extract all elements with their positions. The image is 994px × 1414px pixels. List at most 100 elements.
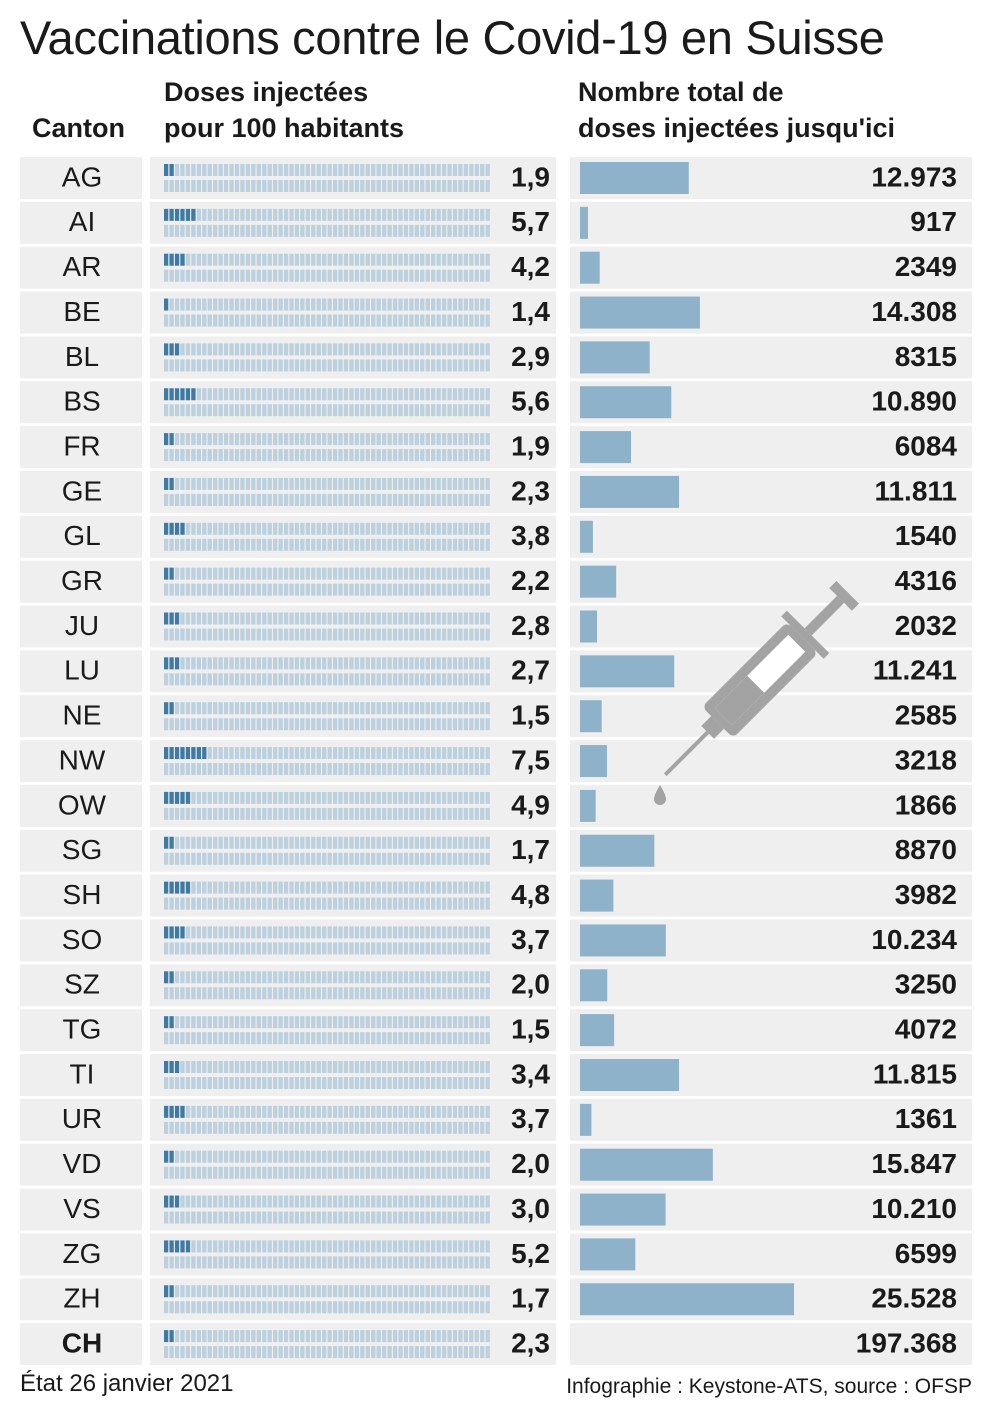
dose-cell-ch-1-38	[371, 1346, 376, 1359]
dose-cell-bl-1-38	[371, 359, 376, 372]
dose-cell-ar-0-1	[169, 253, 174, 266]
dose-cell-ne-1-25	[300, 718, 305, 731]
dose-cell-zg-1-24	[294, 1256, 300, 1269]
dose-cell-nw-0-49	[431, 747, 436, 760]
dose-cell-ur-1-36	[360, 1121, 365, 1134]
row-bg-bs-0	[20, 381, 142, 424]
dose-cell-ur-0-55	[463, 1105, 469, 1118]
dose-cell-ju-1-24	[294, 628, 300, 641]
dose-cell-ar-1-40	[382, 269, 387, 282]
dose-cell-ow-1-46	[414, 807, 419, 820]
dose-cell-ge-0-53	[452, 477, 458, 490]
dose-cell-tg-1-56	[469, 1032, 474, 1045]
dose-cell-vs-1-3	[180, 1211, 185, 1224]
dose-cell-be-1-57	[474, 314, 479, 327]
dose-cell-ti-0-9	[213, 1061, 218, 1073]
dose-cell-lu-0-7	[202, 657, 207, 670]
dose-cell-vd-0-47	[420, 1150, 425, 1163]
dose-cell-ne-1-8	[207, 718, 212, 731]
dose-cell-gr-0-28	[316, 567, 321, 580]
dose-cell-fr-1-22	[283, 449, 289, 462]
dose-cell-ar-0-36	[360, 253, 365, 266]
dose-cell-zh-0-56	[469, 1285, 474, 1298]
dose-cell-ar-1-2	[174, 269, 180, 282]
dose-cell-gr-0-48	[425, 567, 430, 580]
dose-cell-ai-1-23	[289, 224, 294, 237]
dose-cell-vs-1-32	[338, 1211, 343, 1224]
dose-cell-sh-1-50	[436, 897, 441, 910]
dose-cell-vd-0-38	[371, 1150, 376, 1163]
dose-cell-sg-1-53	[452, 852, 458, 865]
dose-cell-fr-0-28	[316, 433, 321, 446]
dose-cell-ow-1-31	[332, 807, 338, 820]
dose-cell-vs-1-51	[441, 1211, 447, 1224]
dose-cell-sh-1-23	[289, 897, 294, 910]
dose-cell-fr-0-3	[180, 433, 185, 446]
dose-cell-ti-1-0	[164, 1077, 169, 1089]
total-bar-ai	[580, 206, 588, 239]
dose-cell-ar-0-14	[240, 253, 245, 266]
dose-cell-bs-1-2	[174, 404, 180, 417]
dose-cell-so-1-35	[354, 942, 360, 955]
dose-cell-lu-0-21	[278, 657, 283, 670]
dose-cell-be-0-2	[174, 298, 180, 311]
dose-cell-ow-1-15	[245, 807, 251, 820]
dose-cell-zh-0-38	[371, 1285, 376, 1298]
dose-cell-bs-0-51	[441, 388, 447, 401]
dose-cell-lu-1-56	[469, 673, 474, 686]
dose-cell-vd-1-15	[245, 1166, 251, 1179]
dose-cell-gr-1-0	[164, 583, 169, 596]
dose-cell-zg-1-40	[382, 1256, 387, 1269]
dose-cell-sz-0-57	[474, 971, 479, 984]
dose-cell-vd-1-0	[164, 1166, 169, 1179]
dose-cell-gr-1-53	[452, 583, 458, 596]
dose-cell-zh-0-6	[196, 1285, 201, 1298]
dose-cell-bl-1-57	[474, 359, 479, 372]
dose-cell-zh-1-24	[294, 1301, 300, 1314]
dose-cell-so-1-4	[185, 942, 191, 955]
dose-cell-ow-1-24	[294, 807, 300, 820]
dose-cell-gr-1-45	[409, 583, 414, 596]
dose-cell-ge-1-32	[338, 493, 343, 506]
dose-cell-vd-0-19	[267, 1150, 272, 1163]
row-bg-ge-0	[20, 470, 142, 513]
dose-cell-vs-1-18	[262, 1211, 267, 1224]
dose-cell-vd-0-7	[202, 1150, 207, 1163]
dose-cell-vs-1-2	[174, 1211, 180, 1224]
dose-cell-lu-1-1	[169, 673, 174, 686]
dose-cell-ow-0-53	[452, 791, 458, 804]
dose-cell-ch-1-27	[311, 1346, 316, 1359]
dose-cell-sz-1-57	[474, 987, 479, 1000]
dose-cell-gr-1-4	[185, 583, 191, 596]
dose-cell-sh-1-40	[382, 897, 387, 910]
dose-cell-zg-0-36	[360, 1240, 365, 1253]
dose-cell-nw-0-15	[245, 747, 251, 760]
dose-cell-gl-0-2	[174, 522, 180, 535]
dose-cell-zh-0-3	[180, 1285, 185, 1298]
dose-cell-ti-0-30	[327, 1061, 332, 1073]
dose-cell-be-0-24	[294, 298, 300, 311]
dose-cell-ar-1-26	[305, 269, 310, 282]
dose-cell-sz-1-41	[387, 987, 392, 1000]
canton-label-ar: AR	[63, 251, 102, 282]
dose-cell-ag-1-28	[316, 180, 321, 192]
dose-cell-ai-0-23	[289, 208, 294, 221]
dose-cell-lu-0-38	[371, 657, 376, 670]
dose-cell-ti-1-58	[480, 1077, 485, 1089]
dose-cell-zh-1-23	[289, 1301, 294, 1314]
dose-cell-lu-1-8	[207, 673, 212, 686]
dose-cell-ch-0-29	[322, 1330, 327, 1343]
dose-cell-ch-0-58	[480, 1330, 485, 1343]
dose-cell-sh-1-33	[343, 897, 349, 910]
dose-cell-ti-0-28	[316, 1061, 321, 1073]
dose-cell-ur-1-49	[431, 1121, 436, 1134]
dose-cell-bl-1-34	[349, 359, 354, 372]
dose-cell-sh-1-57	[474, 897, 479, 910]
dose-cell-ar-0-39	[376, 253, 381, 266]
dose-cell-bs-1-57	[474, 404, 479, 417]
dose-cell-ar-0-15	[245, 253, 251, 266]
dose-cell-nw-0-7	[202, 747, 207, 760]
dose-cell-sh-1-28	[316, 897, 321, 910]
dose-cell-ai-0-24	[294, 208, 300, 221]
dose-cell-ai-0-11	[223, 208, 229, 221]
